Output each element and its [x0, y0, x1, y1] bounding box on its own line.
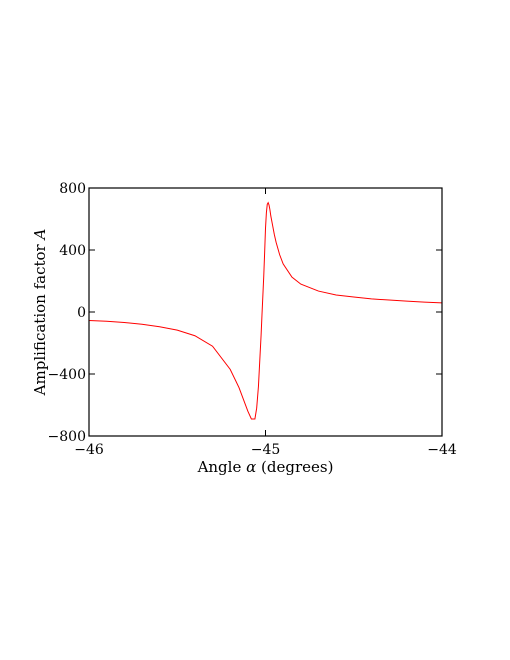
axis-tick-labels: −46 −45 −44 −800 −400 0 400 800	[48, 181, 457, 458]
y-tick-label: 0	[77, 305, 86, 321]
series-line-amplification	[88, 201, 443, 420]
x-axis-label: Angle α (degrees)	[197, 458, 334, 476]
x-tick-label: −45	[251, 442, 281, 458]
x-tick-label: −44	[427, 442, 457, 458]
axis-ticks	[88, 187, 443, 437]
y-tick-label: −800	[48, 429, 86, 445]
x-tick-label: −46	[74, 442, 104, 458]
y-axis-label: Amplification factor A	[31, 229, 49, 397]
y-tick-label: 400	[59, 243, 86, 259]
y-tick-label: 800	[59, 181, 86, 197]
y-tick-label: −400	[48, 367, 86, 383]
